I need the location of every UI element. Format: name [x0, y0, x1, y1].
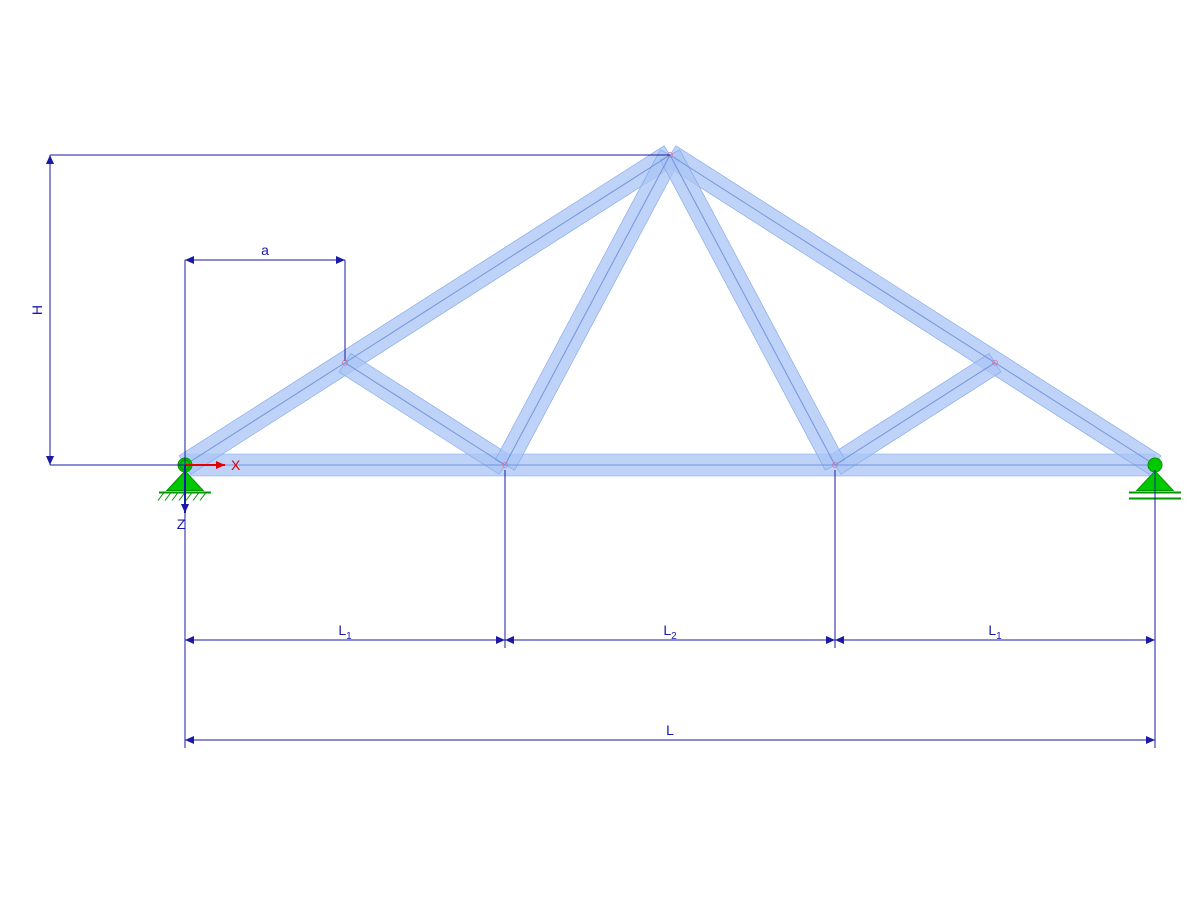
svg-text:L1: L1 [988, 622, 1002, 642]
svg-text:H: H [29, 305, 45, 315]
svg-text:L1: L1 [338, 622, 352, 642]
truss-diagram: X Z Ha L1 L2 L1 L [0, 0, 1200, 900]
axis-x-label: X [231, 457, 241, 473]
node-markers [183, 153, 1158, 468]
axis-z-label: Z [177, 516, 186, 532]
dimension-L1-left: L1 [185, 622, 505, 644]
svg-text:a: a [261, 242, 269, 258]
dimension-L: L [185, 722, 1155, 744]
dimension-a: a [185, 242, 345, 264]
dimension-H: H [29, 155, 54, 465]
svg-text:L2: L2 [663, 622, 677, 642]
dimension-L2: L2 [505, 622, 835, 644]
svg-text:L: L [666, 722, 674, 738]
dimension-L1-right: L1 [835, 622, 1155, 644]
truss-members [179, 146, 1161, 476]
truss-centerlines [185, 155, 1155, 465]
